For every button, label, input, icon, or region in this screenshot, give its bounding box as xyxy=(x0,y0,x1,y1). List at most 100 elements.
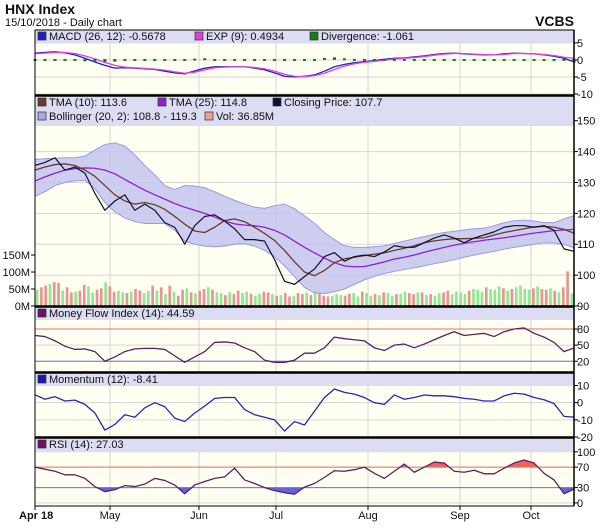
divergence-bar xyxy=(342,58,346,61)
volume-bar xyxy=(553,290,557,306)
volume-bar xyxy=(236,290,240,306)
volume-bar xyxy=(386,293,390,306)
volume-bar xyxy=(245,291,249,306)
volume-bar xyxy=(40,287,43,306)
volume-bar xyxy=(429,294,433,306)
divergence-bar xyxy=(422,58,426,61)
x-tick-label: Jul xyxy=(269,510,283,522)
divergence-bar xyxy=(213,58,217,61)
divergence-bar xyxy=(53,58,57,61)
overbought-fill xyxy=(35,459,574,468)
volume-bar xyxy=(446,290,450,306)
volume-bar xyxy=(168,285,172,306)
volume-bar xyxy=(232,294,236,306)
y-tick-label: 20 xyxy=(577,356,589,368)
brand-label: VCBS xyxy=(535,13,574,29)
volume-bar xyxy=(352,293,356,306)
volume-bar xyxy=(480,291,484,306)
volume-bar xyxy=(87,286,90,306)
divergence-bar xyxy=(352,58,356,61)
y-tick-label: -5 xyxy=(577,72,587,84)
volume-bar xyxy=(159,287,163,306)
volume-bar xyxy=(506,290,510,306)
volume-bar xyxy=(476,289,480,306)
volume-bar xyxy=(502,288,505,306)
divergence-bar xyxy=(243,58,247,61)
closing-price-line xyxy=(34,157,575,285)
volume-bar xyxy=(121,292,125,306)
volume-bar xyxy=(262,291,266,306)
divergence-bar xyxy=(392,58,396,61)
volume-bar xyxy=(61,290,65,306)
volume-bar xyxy=(228,292,231,306)
divergence-bar xyxy=(372,58,376,61)
volume-bar xyxy=(44,285,48,306)
rsi-legend-band xyxy=(35,438,574,451)
y-tick-label: 110 xyxy=(577,239,595,251)
volume-bar xyxy=(544,289,548,306)
volume-bar xyxy=(202,289,206,306)
divergence-bar xyxy=(273,58,277,61)
divergence-bar xyxy=(332,57,336,60)
volume-bar xyxy=(91,292,95,306)
divergence-bar xyxy=(532,58,536,61)
divergence-bar xyxy=(133,58,137,61)
y-tick-label: 90 xyxy=(577,301,589,313)
legend-label: TMA (10): 113.6 xyxy=(49,97,127,109)
volume-bar xyxy=(437,293,441,306)
volume-bar xyxy=(194,293,197,306)
price-panel: 150 140 130 120 110 100 90 150M 100M 50M 0M TMA (10… xyxy=(2,96,595,313)
volume-bar xyxy=(164,294,167,306)
volume-bar xyxy=(433,295,437,306)
volume-bar xyxy=(147,291,150,306)
volume-bar xyxy=(35,289,39,306)
divergence-bar xyxy=(502,58,506,61)
y-tick-label: 70 xyxy=(577,462,589,474)
mfi-legend-band xyxy=(35,307,574,320)
chart-subtitle: 15/10/2018 - Daily chart xyxy=(5,17,122,29)
divergence-bar xyxy=(472,58,476,61)
money-flow-index-14-line xyxy=(34,327,575,363)
divergence-bar xyxy=(303,58,306,61)
divergence-bar xyxy=(93,58,97,63)
divergence-bar xyxy=(163,58,167,61)
volume-bar xyxy=(108,286,112,306)
volume-bar xyxy=(322,295,326,306)
macd-panel: 5 0 -5 -10 MACD (26, 12): -0.5678 EXP (9): 0.… xyxy=(33,30,593,101)
volume-bar xyxy=(330,295,334,306)
volume-bar xyxy=(339,295,343,306)
legend-swatch xyxy=(37,111,47,121)
volume-bar xyxy=(540,289,544,306)
volume-bar xyxy=(99,288,103,306)
divergence-bar xyxy=(173,58,177,61)
legend-label: RSI (14): 27.03 xyxy=(49,439,124,451)
divergence-bar xyxy=(522,58,526,61)
x-tick-label: Jun xyxy=(190,510,208,522)
divergence-bar xyxy=(253,58,257,61)
tma-10-line xyxy=(34,163,575,277)
volume-bar xyxy=(382,292,385,306)
volume-bar xyxy=(348,293,351,306)
volume-bar xyxy=(412,294,415,306)
volume-bar xyxy=(142,293,146,306)
volume-bar xyxy=(425,295,428,306)
volume-bar xyxy=(378,295,381,306)
volume-bar xyxy=(570,293,574,306)
volume-bar xyxy=(57,282,60,306)
divergence-bar xyxy=(382,58,386,61)
legend-swatch xyxy=(204,111,214,121)
volume-bar xyxy=(420,292,424,306)
legend-swatch xyxy=(157,97,167,107)
price-legend-band xyxy=(35,96,574,126)
volume-bar xyxy=(70,292,73,306)
y-tick-label: 0 xyxy=(577,498,583,510)
tma-25-line xyxy=(34,167,575,268)
volume-bar xyxy=(224,295,227,306)
x-tick-label: Sep xyxy=(450,510,470,522)
legend-label: Divergence: -1.061 xyxy=(321,31,414,43)
volume-bar xyxy=(219,293,223,306)
volume-bar xyxy=(365,293,368,306)
legend-swatch xyxy=(37,439,47,449)
volume-bar xyxy=(95,289,99,306)
volume-bar xyxy=(125,293,129,306)
